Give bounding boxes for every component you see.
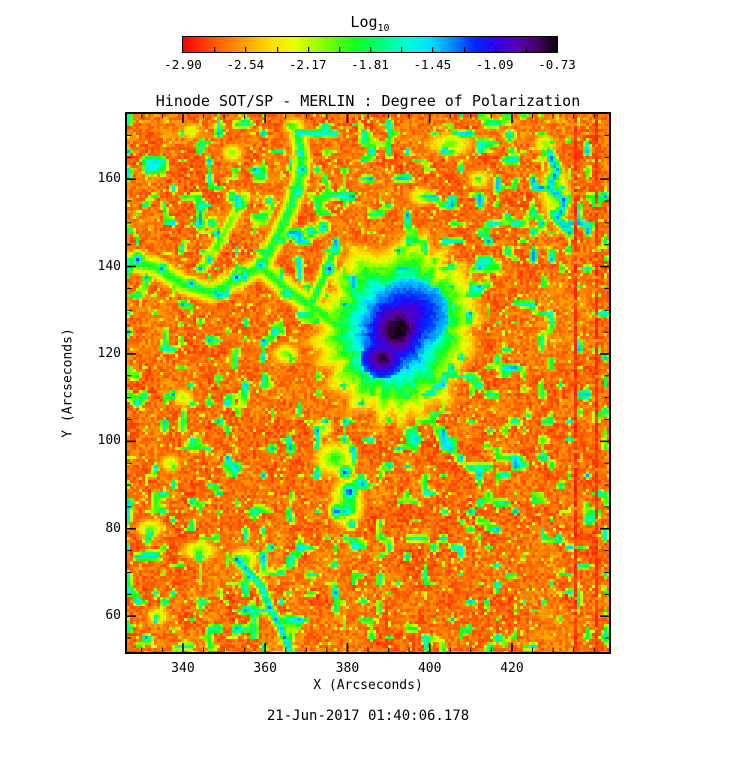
y-axis-label: Y (Arcseconds) (60, 328, 76, 438)
heatmap-canvas (127, 114, 609, 652)
y-tick-label: 140 (97, 258, 121, 274)
colorbar-tick-label: -1.09 (475, 57, 514, 72)
colorbar-tick-label: -1.45 (413, 57, 452, 72)
x-axis-label: X (Arcseconds) (313, 678, 423, 693)
x-tick-label: 420 (500, 661, 524, 676)
colorbar-title-sub: 10 (377, 23, 390, 34)
plot-frame (125, 112, 611, 654)
x-tick-label: 400 (417, 661, 442, 676)
colorbar-gradient (183, 37, 557, 52)
timestamp: 21-Jun-2017 01:40:06.178 (266, 708, 470, 724)
colorbar-title-main: Log (350, 13, 378, 31)
x-tick-label: 380 (335, 661, 360, 676)
x-tick-label: 360 (253, 661, 277, 676)
x-tick-label: 340 (171, 661, 195, 676)
colorbar-title: Log10 (350, 13, 389, 34)
colorbar-tick-label: -2.17 (288, 57, 327, 72)
colorbar-tick-label: -2.54 (226, 57, 265, 72)
colorbar-tick-label: -2.90 (164, 57, 202, 72)
y-tick-label: 100 (97, 433, 121, 449)
colorbar-tick-label: -1.81 (351, 57, 389, 72)
colorbar-tick-label: -0.73 (538, 57, 576, 72)
plot-title: Hinode SOT/SP - MERLIN : Degree of Polar… (155, 92, 581, 110)
colorbar (182, 36, 558, 53)
y-tick-label: 120 (97, 345, 121, 361)
y-tick-label: 160 (97, 171, 121, 187)
y-tick-label: 60 (105, 608, 121, 624)
y-tick-label: 80 (105, 520, 121, 536)
